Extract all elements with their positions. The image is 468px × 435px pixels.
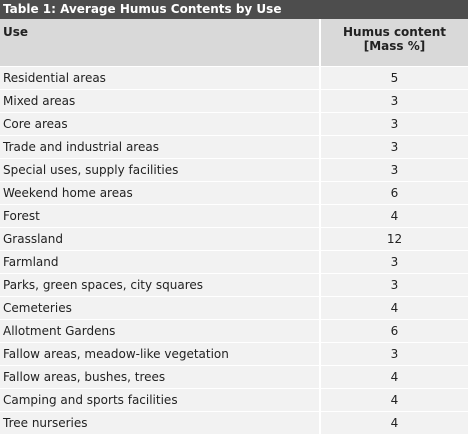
cell-value: 3: [320, 112, 468, 136]
table-row: Camping and sports facilities 4: [0, 388, 468, 412]
cell-use: Farmland: [0, 250, 321, 274]
column-header-humus-line2: [Mass %]: [363, 39, 426, 53]
cell-value: 12: [320, 227, 468, 251]
table-row: Special uses, supply facilities 3: [0, 158, 468, 182]
table-row: Tree nurseries 4: [0, 411, 468, 435]
table-row: Mixed areas 3: [0, 89, 468, 113]
cell-value: 4: [320, 365, 468, 389]
cell-value: 4: [320, 204, 468, 228]
column-header-use: Use: [0, 19, 321, 67]
cell-value: 3: [320, 250, 468, 274]
cell-use: Camping and sports facilities: [0, 388, 321, 412]
cell-value: 4: [320, 296, 468, 320]
cell-use: Fallow areas, meadow-like vegetation: [0, 342, 321, 366]
cell-value: 3: [320, 135, 468, 159]
table-row: Grassland 12: [0, 227, 468, 251]
cell-value: 3: [320, 342, 468, 366]
cell-value: 3: [320, 89, 468, 113]
data-table: Use Humus content [Mass %] Residential a…: [0, 19, 468, 435]
table-row: Forest 4: [0, 204, 468, 228]
table-row: Fallow areas, meadow-like vegetation 3: [0, 342, 468, 366]
column-header-humus-line1: Humus content: [342, 25, 446, 39]
cell-use: Core areas: [0, 112, 321, 136]
table-row: Weekend home areas 6: [0, 181, 468, 205]
table-row: Fallow areas, bushes, trees 4: [0, 365, 468, 389]
cell-use: Mixed areas: [0, 89, 321, 113]
cell-value: 3: [320, 273, 468, 297]
cell-value: 4: [320, 411, 468, 435]
table-row: Farmland 3: [0, 250, 468, 274]
cell-use: Tree nurseries: [0, 411, 321, 435]
table-row: Core areas 3: [0, 112, 468, 136]
cell-use: Residential areas: [0, 66, 321, 90]
cell-value: 5: [320, 66, 468, 90]
cell-value: 6: [320, 319, 468, 343]
cell-use: Fallow areas, bushes, trees: [0, 365, 321, 389]
column-header-humus: Humus content [Mass %]: [320, 19, 468, 67]
cell-use: Special uses, supply facilities: [0, 158, 321, 182]
cell-use: Forest: [0, 204, 321, 228]
table-row: Residential areas 5: [0, 66, 468, 90]
table-caption: Table 1: Average Humus Contents by Use: [0, 0, 468, 19]
cell-use: Grassland: [0, 227, 321, 251]
table-row: Trade and industrial areas 3: [0, 135, 468, 159]
cell-use: Allotment Gardens: [0, 319, 321, 343]
cell-use: Cemeteries: [0, 296, 321, 320]
table-row: Cemeteries 4: [0, 296, 468, 320]
table-row: Allotment Gardens 6: [0, 319, 468, 343]
cell-value: 4: [320, 388, 468, 412]
cell-value: 3: [320, 158, 468, 182]
cell-use: Trade and industrial areas: [0, 135, 321, 159]
cell-use: Parks, green spaces, city squares: [0, 273, 321, 297]
cell-use: Weekend home areas: [0, 181, 321, 205]
table-row: Parks, green spaces, city squares 3: [0, 273, 468, 297]
cell-value: 6: [320, 181, 468, 205]
header-row: Use Humus content [Mass %]: [0, 19, 468, 67]
